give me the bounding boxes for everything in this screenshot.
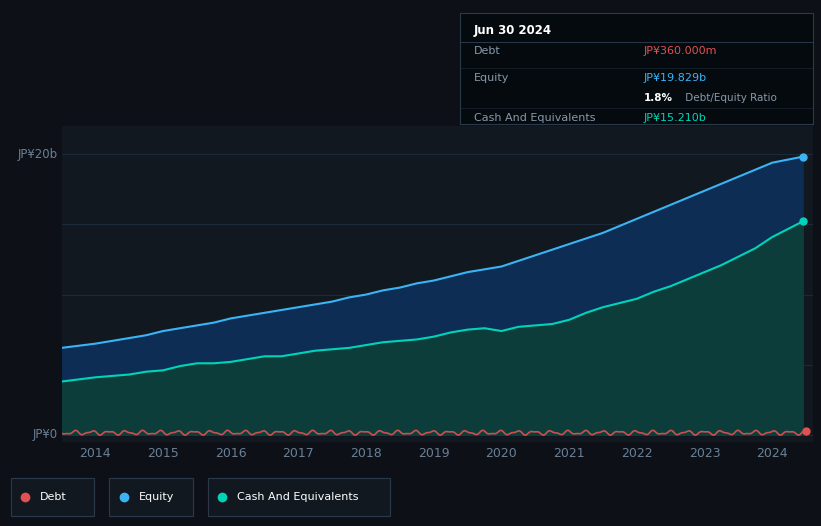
- Text: Equity: Equity: [474, 73, 509, 83]
- FancyBboxPatch shape: [109, 478, 193, 516]
- Text: JP¥360.000m: JP¥360.000m: [644, 46, 717, 56]
- FancyBboxPatch shape: [208, 478, 390, 516]
- Text: Debt: Debt: [474, 46, 501, 56]
- Text: JP¥20b: JP¥20b: [18, 148, 57, 161]
- Text: JP¥19.829b: JP¥19.829b: [644, 73, 706, 83]
- Text: JP¥0: JP¥0: [33, 428, 57, 441]
- Text: Cash And Equivalents: Cash And Equivalents: [237, 492, 359, 502]
- FancyBboxPatch shape: [11, 478, 94, 516]
- Text: Cash And Equivalents: Cash And Equivalents: [474, 113, 595, 123]
- Text: Debt/Equity Ratio: Debt/Equity Ratio: [682, 93, 777, 103]
- Text: Jun 30 2024: Jun 30 2024: [474, 24, 552, 37]
- Text: Equity: Equity: [139, 492, 174, 502]
- Text: JP¥15.210b: JP¥15.210b: [644, 113, 706, 123]
- Text: Debt: Debt: [40, 492, 67, 502]
- Text: 1.8%: 1.8%: [644, 93, 672, 103]
